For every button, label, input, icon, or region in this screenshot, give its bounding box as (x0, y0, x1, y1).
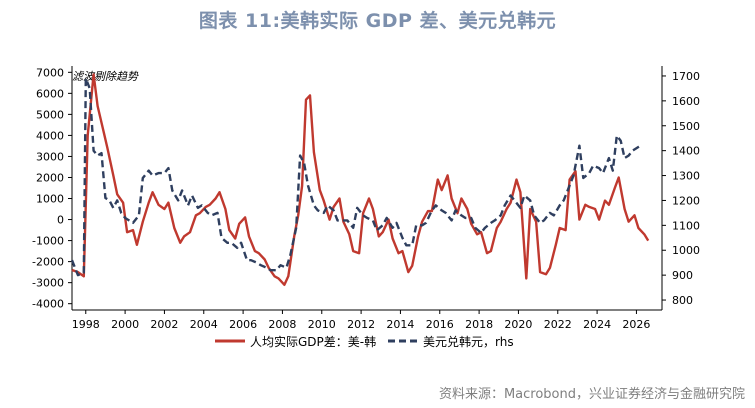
left-tick-label: 7000 (36, 66, 64, 79)
left-tick-label: -4000 (32, 298, 64, 311)
series-line-gdp-diff (71, 73, 650, 286)
left-tick-label: 0 (57, 214, 64, 227)
source-note: 资料来源：Macrobond，兴业证券经济与金融研究院 (438, 387, 745, 402)
right-tick-label: 1000 (672, 244, 700, 257)
left-tick-label: 4000 (36, 129, 64, 142)
left-tick-label: 6000 (36, 87, 64, 100)
left-tick-label: -1000 (32, 235, 64, 248)
left-y-axis: 7000 6000 5000 4000 3000 2000 1000 0 -1000 -2000 -… (32, 66, 72, 311)
legend-fx-label: 美元兑韩元，rhs (423, 334, 514, 349)
series-lines (70, 73, 650, 286)
x-tick-label: 2002 (150, 318, 178, 331)
chart-title: 图表 11:美韩实际 GDP 差、美元兑韩元 (198, 10, 557, 32)
chart-annotation: 滤波剔除趋势 (72, 70, 139, 83)
right-tick-label: 1500 (672, 120, 700, 133)
left-tick-label: 1000 (36, 193, 64, 206)
right-tick-label: 1700 (672, 70, 700, 83)
right-tick-label: 1300 (672, 170, 700, 183)
right-tick-label: 1200 (672, 194, 700, 207)
legend: 人均实际GDP差：美-韩 美元兑韩元，rhs (215, 334, 514, 349)
x-tick-label: 2014 (386, 318, 414, 331)
x-tick-label: 2006 (229, 318, 257, 331)
plot-frame (71, 66, 663, 311)
right-tick-label: 1400 (672, 145, 700, 158)
right-tick-label: 1600 (672, 95, 700, 108)
x-tick-label: 1998 (72, 318, 100, 331)
left-tick-label: -2000 (32, 256, 64, 269)
right-tick-label: 800 (672, 294, 693, 307)
x-tick-label: 2020 (504, 318, 532, 331)
left-tick-label: 2000 (36, 171, 64, 184)
x-tick-label: 2000 (111, 318, 139, 331)
x-axis: 1998 2000 2002 2004 2006 2008 2010 2012 2014 2016… (72, 310, 650, 331)
x-tick-label: 2022 (544, 318, 572, 331)
x-tick-label: 2012 (347, 318, 375, 331)
x-tick-label: 2026 (622, 318, 650, 331)
right-tick-label: 1100 (672, 219, 700, 232)
left-tick-label: 3000 (36, 150, 64, 163)
x-tick-label: 2016 (426, 318, 454, 331)
right-y-axis: 1700 1600 1500 1400 1300 1200 1100 1000 900 800 (662, 70, 700, 307)
series-line-usdkrw (70, 77, 642, 277)
legend-gdp-label: 人均实际GDP差：美-韩 (250, 334, 376, 349)
x-tick-label: 2010 (308, 318, 336, 331)
left-tick-label: -3000 (32, 277, 64, 290)
left-tick-label: 5000 (36, 108, 64, 121)
x-tick-label: 2004 (190, 318, 218, 331)
x-tick-label: 2024 (583, 318, 611, 331)
x-tick-label: 2008 (268, 318, 296, 331)
x-tick-label: 2018 (465, 318, 493, 331)
right-tick-label: 900 (672, 269, 693, 282)
